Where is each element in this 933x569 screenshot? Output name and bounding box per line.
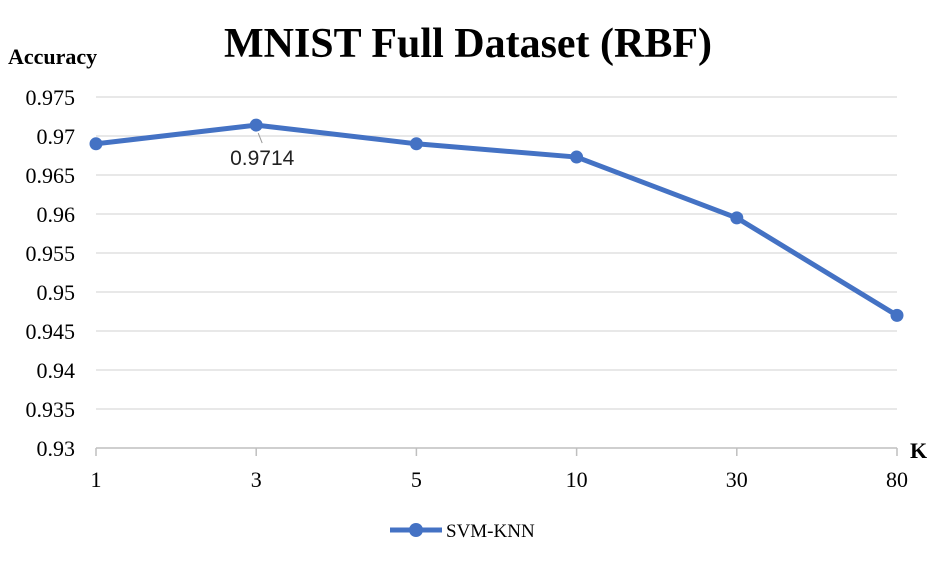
y-tick-labels: 0.93 0.935 0.94 0.945 0.95 0.955 0.96 0.965 0.97…	[26, 85, 76, 461]
x-tick-label: 1	[91, 467, 102, 492]
y-tick-label: 0.955	[26, 241, 76, 266]
legend-swatch-marker	[409, 523, 423, 537]
y-tick-label: 0.93	[37, 436, 76, 461]
series-lines	[89, 118, 904, 322]
data-point	[249, 118, 263, 132]
series-line	[95, 122, 899, 318]
x-tick-label: 80	[886, 467, 908, 492]
x-tick-labels: 1 3 5 10 30 80	[91, 467, 909, 492]
y-tick-label: 0.94	[37, 358, 76, 383]
y-tick-label: 0.97	[37, 124, 76, 149]
data-point	[890, 308, 904, 322]
x-tick-label: 3	[251, 467, 262, 492]
y-tick-label: 0.96	[37, 202, 76, 227]
y-axis-title: Accuracy	[8, 44, 97, 69]
y-tick-label: 0.945	[26, 319, 76, 344]
y-tick-label: 0.935	[26, 397, 76, 422]
x-tick-label: 10	[566, 467, 588, 492]
chart-title: MNIST Full Dataset (RBF)	[224, 21, 712, 67]
y-tick-label: 0.95	[37, 280, 76, 305]
data-labels: 0.9714	[230, 132, 295, 170]
x-axis-title: K	[910, 438, 927, 463]
x-tick-label: 30	[726, 467, 748, 492]
data-point	[89, 137, 103, 151]
x-tick-label: 5	[411, 467, 422, 492]
y-tick-label: 0.975	[26, 85, 76, 110]
data-label: 0.9714	[230, 147, 295, 170]
data-label-leader	[257, 132, 263, 144]
data-point	[570, 150, 584, 164]
gridlines	[95, 96, 898, 456]
legend-label: SVM-KNN	[446, 521, 535, 542]
legend: SVM-KNN	[390, 521, 535, 542]
data-point	[730, 211, 744, 225]
data-point	[409, 137, 423, 151]
y-tick-label: 0.965	[26, 163, 76, 188]
